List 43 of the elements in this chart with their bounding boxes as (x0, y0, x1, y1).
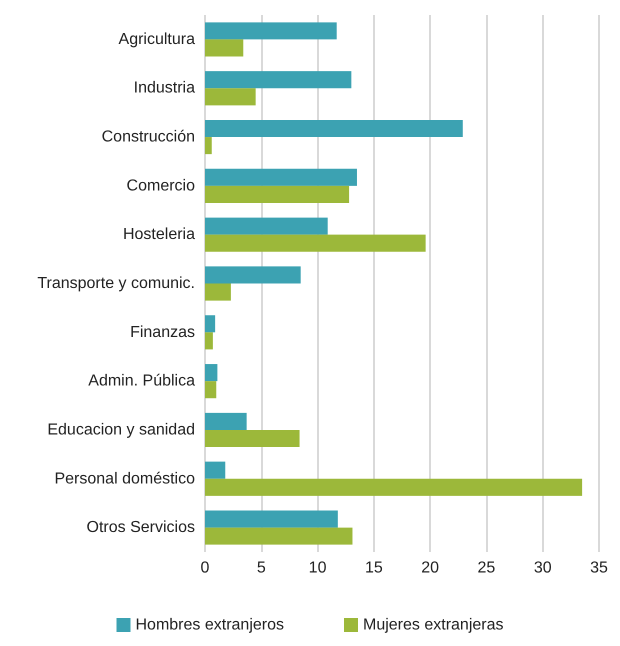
bar (205, 218, 328, 235)
x-tick-label: 0 (200, 560, 210, 576)
bar (205, 430, 300, 448)
bar (205, 332, 213, 350)
bar (205, 186, 350, 203)
y-tick-label: Transporte y comunic. (37, 275, 195, 292)
y-tick-label: Finanzas (130, 324, 195, 341)
legend-label: Mujeres extranjeras (363, 616, 504, 634)
x-tick-label: 5 (256, 560, 266, 576)
bar (205, 478, 582, 496)
x-tick-label: 25 (478, 560, 496, 576)
y-tick-label: Agricultura (118, 30, 196, 48)
bar (205, 284, 231, 301)
x-tick-label: 15 (364, 560, 383, 576)
bar (205, 315, 216, 332)
y-tick-label: Personal doméstico (54, 470, 196, 488)
bar (205, 364, 218, 382)
y-tick-label: Comercio (126, 177, 196, 194)
bar (205, 528, 352, 545)
x-tick-label: 10 (308, 560, 327, 576)
bar (205, 381, 216, 398)
bar (205, 137, 212, 154)
y-tick-label: Educacion y sanidad (47, 421, 195, 438)
bar (205, 266, 301, 284)
x-tick-label: 35 (590, 560, 608, 576)
y-tick-label: Otros Servicios (86, 519, 195, 536)
bar (205, 39, 244, 56)
y-tick-label: Admin. Pública (88, 372, 196, 390)
bar (205, 22, 337, 40)
bar (205, 510, 338, 528)
legend-label: Hombres extranjeros (136, 616, 284, 634)
bar (205, 88, 256, 106)
y-tick-label: Hosteleria (122, 226, 196, 244)
x-tick-label: 20 (421, 560, 440, 576)
y-tick-label: Industria (134, 80, 196, 97)
y-tick-label: Construcción (102, 128, 195, 146)
bar (205, 120, 463, 138)
bar (205, 234, 426, 252)
bar (205, 71, 352, 88)
x-tick-label: 30 (534, 560, 552, 576)
bar (205, 168, 357, 186)
bar (205, 412, 247, 430)
bar (205, 462, 226, 479)
